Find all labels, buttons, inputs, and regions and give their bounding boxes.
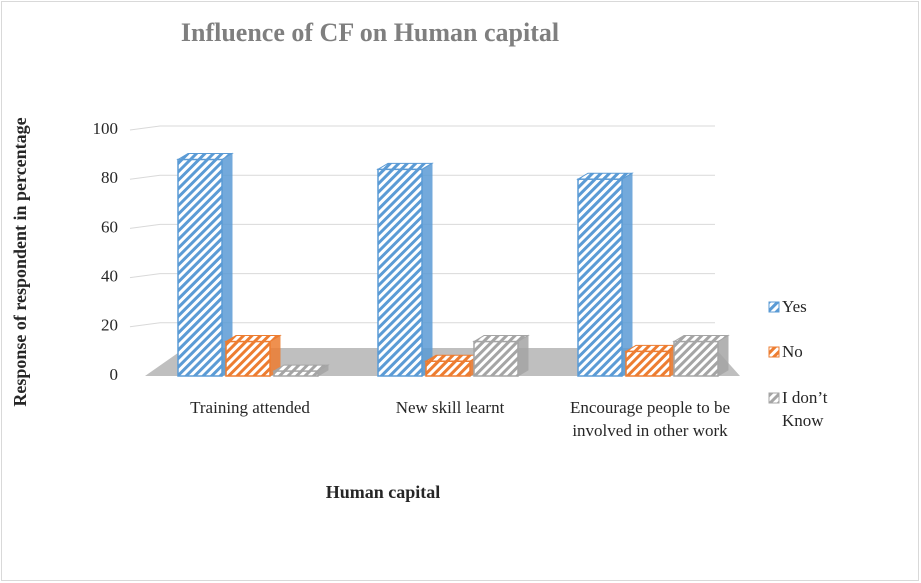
bar	[473, 340, 519, 377]
y-tick-label: 60	[101, 217, 118, 236]
y-tick-label: 100	[93, 119, 119, 138]
legend-label: I don’t Know	[782, 388, 828, 430]
bar	[625, 350, 671, 377]
y-tick-label: 80	[101, 168, 118, 187]
bar	[273, 370, 319, 377]
legend-swatch	[768, 392, 780, 404]
bar-side	[717, 334, 729, 377]
y-tick-label: 40	[101, 267, 118, 286]
bar-side	[421, 162, 433, 377]
bar	[425, 360, 471, 377]
bar	[177, 158, 223, 377]
bar	[225, 340, 271, 377]
grid-line	[129, 273, 715, 279]
bar-side	[621, 172, 633, 377]
x-tick-label: New skill learnt	[395, 398, 505, 417]
x-axis-label: Human capital	[326, 482, 441, 502]
grid-line	[129, 322, 715, 328]
legend-swatch	[768, 301, 780, 313]
bar	[377, 168, 423, 377]
legend-label: Yes	[782, 297, 807, 316]
bar	[673, 340, 719, 377]
chart-title: Influence of CF on Human capital	[181, 18, 559, 47]
grid-line	[129, 125, 715, 131]
bar-side	[517, 334, 529, 377]
grid-line	[129, 223, 715, 229]
x-tick-label: Encourage people to be involved in other…	[569, 398, 730, 440]
grid-line	[129, 174, 715, 180]
bar	[577, 178, 623, 377]
legend-swatch	[768, 346, 780, 358]
y-tick-label: 20	[101, 316, 118, 335]
x-tick-label: Training attended	[190, 398, 310, 417]
legend-label: No	[782, 342, 803, 361]
y-axis-label: Response of respondent in percentage	[10, 117, 30, 406]
y-tick-label: 0	[110, 365, 119, 384]
